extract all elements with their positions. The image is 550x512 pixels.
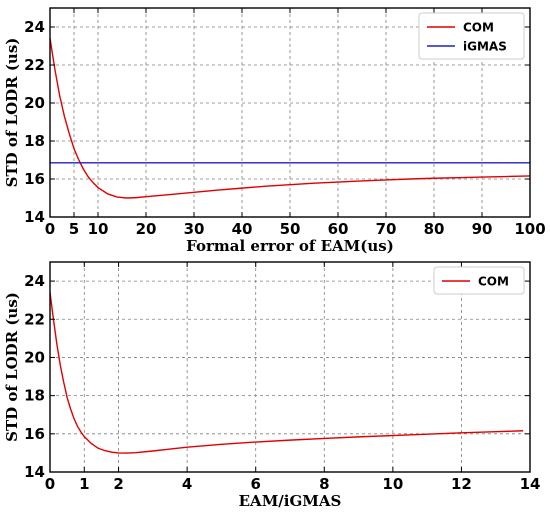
y-tick-label: 24 xyxy=(24,272,45,290)
x-tick-label: 5 xyxy=(69,220,79,238)
x-axis-label: Formal error of EAM(us) xyxy=(186,237,394,255)
x-axis-label: EAM/iGMAS xyxy=(239,492,342,510)
legend-box xyxy=(433,266,525,295)
y-tick-label: 24 xyxy=(24,18,45,36)
legend-label-com: COM xyxy=(463,21,494,35)
x-tick-label: 20 xyxy=(136,220,157,238)
x-tick-label: 8 xyxy=(319,475,329,493)
y-tick-label: 20 xyxy=(24,94,45,112)
x-tick-label: 70 xyxy=(376,220,397,238)
y-tick-label: 22 xyxy=(24,56,45,74)
plot-frame xyxy=(49,261,531,473)
legend-label-igmas: iGMAS xyxy=(463,40,507,54)
y-tick-label: 16 xyxy=(24,425,45,443)
x-tick-label: 10 xyxy=(382,475,403,493)
x-tick-label: 40 xyxy=(232,220,253,238)
legend: COM iGMAS xyxy=(418,12,525,60)
y-tick-label: 18 xyxy=(24,387,45,405)
series-line-com xyxy=(49,38,531,199)
y-tick-label: 22 xyxy=(24,310,45,328)
x-tick-label: 6 xyxy=(250,475,260,493)
y-tick-label: 14 xyxy=(24,463,45,481)
y-tick-label: 14 xyxy=(24,208,45,226)
x-tick-label: 1 xyxy=(79,475,89,493)
series-line-com xyxy=(49,292,524,454)
legend: COM xyxy=(433,266,525,295)
y-axis-label: STD of LODR (us) xyxy=(3,292,21,442)
legend-box xyxy=(418,12,525,60)
chart-panel-1: 0 5 10 20 30 40 50 60 70 80 90 100 14 16 18 20 22 24 Forma… xyxy=(3,7,546,255)
y-axis-label: STD of LODR (us) xyxy=(3,38,21,188)
x-tick-label: 0 xyxy=(45,220,55,238)
x-tick-label: 12 xyxy=(451,475,472,493)
y-tick-label: 16 xyxy=(24,170,45,188)
x-tick-label: 30 xyxy=(184,220,205,238)
x-tick-label: 4 xyxy=(182,475,192,493)
x-tick-label: 60 xyxy=(328,220,349,238)
x-tick-label: 10 xyxy=(88,220,109,238)
x-tick-label: 2 xyxy=(113,475,123,493)
y-tick-label: 18 xyxy=(24,132,45,150)
x-tick-label: 14 xyxy=(520,475,541,493)
y-tick-label: 20 xyxy=(24,348,45,366)
x-tick-label: 90 xyxy=(472,220,493,238)
x-tick-label: 50 xyxy=(280,220,301,238)
legend-label-com: COM xyxy=(478,275,509,289)
x-tick-label: 0 xyxy=(45,475,55,493)
x-tick-label: 100 xyxy=(514,220,545,238)
x-tick-label: 80 xyxy=(424,220,445,238)
